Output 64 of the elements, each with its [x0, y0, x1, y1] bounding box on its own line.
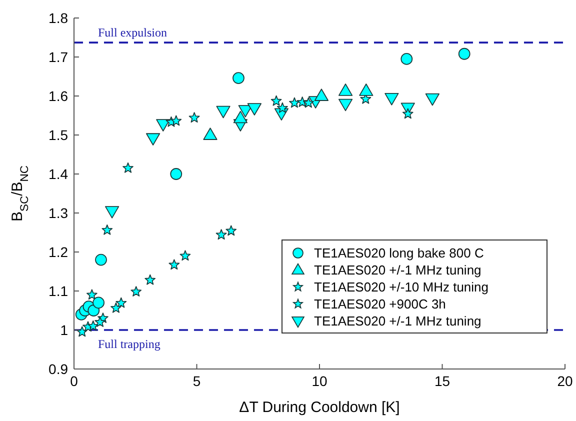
- point: [216, 229, 227, 240]
- legend-label: TE1AES020 +/-1 MHz tuning: [314, 314, 482, 329]
- legend-label: TE1AES020 +900C 3h: [314, 296, 446, 312]
- point: [216, 106, 230, 118]
- legend-label: TE1AES020 +/-1 MHz tuning: [314, 262, 482, 278]
- point: [359, 84, 374, 96]
- y-tick-label: 1.2: [48, 244, 68, 260]
- point: [88, 320, 99, 331]
- y-tick-label: 1.1: [48, 282, 68, 299]
- y-tick-label: 1.6: [48, 88, 68, 104]
- point: [314, 88, 329, 101]
- point: [122, 162, 134, 173]
- point: [338, 98, 353, 112]
- point: [276, 102, 288, 113]
- point: [384, 93, 399, 106]
- point: [144, 274, 156, 285]
- point: [146, 133, 160, 146]
- point: [233, 110, 248, 124]
- x-tick-label: 15: [434, 373, 450, 389]
- legend-label: TE1AES020 long bake 800 C: [314, 246, 484, 261]
- point: [102, 224, 113, 235]
- x-tick-label: 20: [557, 373, 573, 389]
- y-tick-label: 1.7: [48, 48, 68, 65]
- point: [270, 95, 282, 106]
- ref-line-label: Full trapping: [98, 337, 160, 351]
- x-axis-title: ΔT During Cooldown [K]: [239, 399, 400, 416]
- point: [105, 206, 120, 218]
- x-tick-label: 5: [192, 373, 201, 389]
- point: [232, 72, 244, 84]
- point: [303, 97, 314, 108]
- point: [170, 168, 182, 180]
- point: [226, 225, 237, 236]
- y-tick-label: 1.3: [48, 204, 68, 221]
- point: [338, 84, 353, 96]
- point: [86, 289, 98, 300]
- ref-line-label: Full expulsion: [98, 26, 168, 40]
- point: [247, 103, 262, 116]
- x-tick-label: 10: [312, 373, 328, 389]
- point: [402, 108, 414, 119]
- point: [425, 93, 440, 106]
- point: [458, 48, 470, 60]
- y-tick-label: 1: [60, 322, 68, 338]
- y-tick-label: 1.8: [48, 10, 68, 26]
- point: [203, 128, 218, 140]
- point: [188, 112, 200, 123]
- point: [238, 105, 252, 118]
- point: [289, 97, 300, 108]
- point: [170, 115, 182, 126]
- point: [130, 286, 142, 296]
- y-tick-label: 0.9: [48, 360, 68, 377]
- point: [168, 259, 180, 270]
- point: [116, 297, 127, 308]
- point: [94, 316, 106, 327]
- point: [76, 326, 88, 337]
- y-tick-label: 1.5: [48, 126, 68, 143]
- legend-label: TE1AES020 +/-10 MHz tuning: [314, 280, 489, 295]
- point: [95, 254, 107, 266]
- point: [110, 302, 122, 313]
- point: [400, 53, 413, 65]
- x-tick-label: 0: [70, 373, 78, 389]
- y-tick-label: 1.4: [48, 166, 68, 182]
- point: [180, 250, 191, 261]
- point: [92, 296, 104, 309]
- point: [156, 119, 170, 132]
